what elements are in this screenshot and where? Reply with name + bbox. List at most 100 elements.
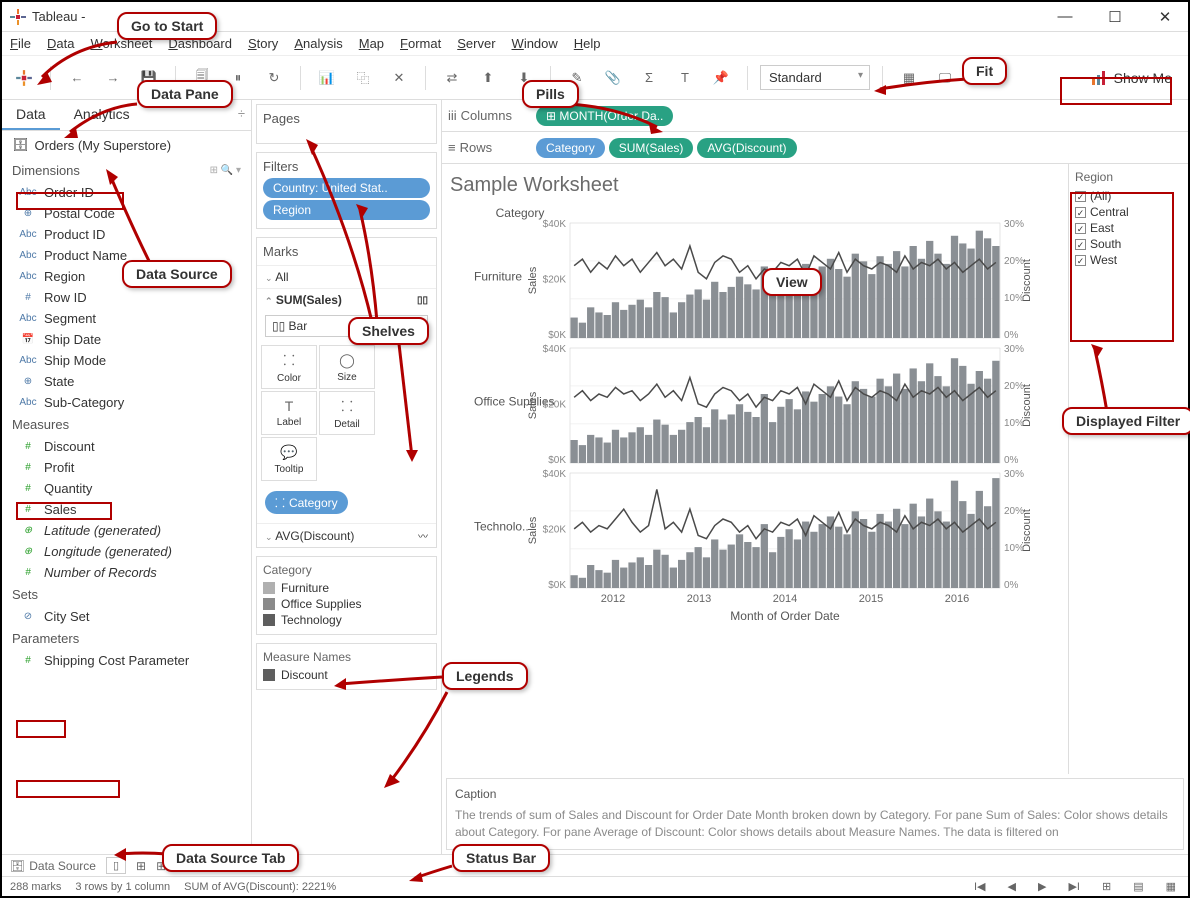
- menu-window[interactable]: Window: [512, 36, 558, 51]
- refresh-icon[interactable]: ↻: [260, 64, 288, 92]
- close-button[interactable]: ✕: [1150, 8, 1180, 26]
- legend-item[interactable]: Discount: [263, 667, 430, 683]
- field-sub-category[interactable]: AbcSub-Category: [2, 392, 251, 413]
- svg-text:$40K: $40K: [543, 469, 567, 480]
- marks-all[interactable]: ⌄ All: [257, 265, 436, 288]
- field-state[interactable]: ⊕State: [2, 371, 251, 392]
- marks-category-pill[interactable]: ⸬Category: [265, 491, 348, 514]
- new-sheet-icon[interactable]: ⊞: [136, 859, 146, 873]
- field-discount[interactable]: #Discount: [2, 436, 251, 457]
- mark-size-button[interactable]: ◯Size: [319, 345, 375, 389]
- nav-next-icon[interactable]: ▶: [1034, 880, 1050, 893]
- menu-help[interactable]: Help: [574, 36, 601, 51]
- field-segment[interactable]: AbcSegment: [2, 308, 251, 329]
- data-pane-menu-icon[interactable]: ÷: [232, 100, 251, 130]
- totals-icon[interactable]: Σ: [635, 64, 663, 92]
- field-quantity[interactable]: #Quantity: [2, 478, 251, 499]
- filter-checkbox[interactable]: ✓East: [1075, 220, 1182, 236]
- marks-avg-discount[interactable]: ⌄ AVG(Discount)〰: [257, 523, 436, 547]
- tab-analytics[interactable]: Analytics: [60, 100, 144, 130]
- legend-item[interactable]: Furniture: [263, 580, 430, 596]
- field-sales[interactable]: #Sales: [2, 499, 251, 520]
- view-cards-icon[interactable]: ▦: [895, 64, 923, 92]
- callout-data-pane: Data Pane: [137, 80, 233, 108]
- field-product-id[interactable]: AbcProduct ID: [2, 224, 251, 245]
- tile-icon[interactable]: ⊞: [1098, 880, 1115, 893]
- legend-item[interactable]: Technology: [263, 612, 430, 628]
- pages-shelf[interactable]: Pages: [256, 104, 437, 144]
- sort-asc-icon[interactable]: ⬆: [474, 64, 502, 92]
- marks-sum-sales[interactable]: ⌃ SUM(Sales)▯▯: [257, 288, 436, 311]
- filter-checkbox[interactable]: ✓West: [1075, 252, 1182, 268]
- start-icon[interactable]: [10, 64, 38, 92]
- forward-icon[interactable]: →: [99, 64, 127, 92]
- svg-text:0%: 0%: [1004, 580, 1019, 591]
- field-profit[interactable]: #Profit: [2, 457, 251, 478]
- filters-label: Filters: [263, 159, 430, 174]
- filter-checkbox[interactable]: ✓(All): [1075, 188, 1182, 204]
- field-ship-date[interactable]: 📅Ship Date: [2, 329, 251, 350]
- menu-story[interactable]: Story: [248, 36, 278, 51]
- pin-icon[interactable]: 📌: [707, 64, 735, 92]
- viz[interactable]: Sample Worksheet CategoryFurnitureSalesD…: [442, 164, 1068, 774]
- filters-shelf[interactable]: Filters Country: United Stat..Region: [256, 152, 437, 229]
- menu-server[interactable]: Server: [457, 36, 495, 51]
- field-postal-code[interactable]: ⊕Postal Code: [2, 203, 251, 224]
- sheet-tab[interactable]: ▯: [106, 857, 126, 874]
- group-icon[interactable]: 📎: [599, 64, 627, 92]
- field-row-id[interactable]: #Row ID: [2, 287, 251, 308]
- svg-text:10%: 10%: [1004, 293, 1024, 304]
- presentation-icon[interactable]: 🖵: [931, 64, 959, 92]
- swap-icon[interactable]: ⇄: [438, 64, 466, 92]
- menu-format[interactable]: Format: [400, 36, 441, 51]
- menu-analysis[interactable]: Analysis: [294, 36, 342, 51]
- back-icon[interactable]: ←: [63, 64, 91, 92]
- filter-pill[interactable]: Region: [263, 200, 430, 220]
- field-longitude-generated-[interactable]: ⊕Longitude (generated): [2, 541, 251, 562]
- clear-icon[interactable]: ✕: [385, 64, 413, 92]
- callout-data-source-tab: Data Source Tab: [162, 844, 299, 872]
- legend-measure-label: Measure Names: [263, 650, 430, 664]
- minimize-button[interactable]: —: [1050, 8, 1080, 26]
- mark-label-button[interactable]: TLabel: [261, 391, 317, 435]
- nav-first-icon[interactable]: I◀: [970, 880, 990, 893]
- cards-icon[interactable]: ▤: [1129, 880, 1147, 893]
- field-city-set[interactable]: ⊘City Set: [2, 606, 251, 627]
- menu-file[interactable]: File: [10, 36, 31, 51]
- field-shipping-cost-parameter[interactable]: #Shipping Cost Parameter: [2, 650, 251, 671]
- nav-last-icon[interactable]: ▶I: [1064, 880, 1084, 893]
- filter-checkbox[interactable]: ✓Central: [1075, 204, 1182, 220]
- menu-map[interactable]: Map: [359, 36, 384, 51]
- mark-detail-button[interactable]: ⸬Detail: [319, 391, 375, 435]
- data-source-tab[interactable]: 🗄 Data Source: [10, 859, 96, 873]
- new-worksheet-icon[interactable]: 📊: [313, 64, 341, 92]
- row-pill[interactable]: SUM(Sales): [609, 138, 694, 158]
- nav-prev-icon[interactable]: ◀: [1004, 880, 1020, 893]
- field-ship-mode[interactable]: AbcShip Mode: [2, 350, 251, 371]
- row-pill[interactable]: AVG(Discount): [697, 138, 796, 158]
- filmstrip-icon[interactable]: ▦: [1162, 880, 1180, 893]
- tab-data[interactable]: Data: [2, 100, 60, 130]
- field-order-id[interactable]: AbcOrder ID: [2, 182, 251, 203]
- bar-mini-icon: ▯▯: [417, 295, 428, 306]
- field-number-of-records[interactable]: #Number of Records: [2, 562, 251, 583]
- column-pill[interactable]: ⊞ MONTH(Order Da..: [536, 106, 673, 126]
- legend-item[interactable]: Office Supplies: [263, 596, 430, 612]
- menu-data[interactable]: Data: [47, 36, 74, 51]
- show-me-button[interactable]: Show Me: [1084, 66, 1180, 90]
- filter-checkbox[interactable]: ✓South: [1075, 236, 1182, 252]
- row-pill[interactable]: Category: [536, 138, 605, 158]
- field-latitude-generated-[interactable]: ⊕Latitude (generated): [2, 520, 251, 541]
- parameters-label: Parameters: [12, 631, 79, 646]
- label-icon[interactable]: T: [671, 64, 699, 92]
- filter-pill[interactable]: Country: United Stat..: [263, 178, 430, 198]
- fit-dropdown[interactable]: Standard: [760, 65, 870, 90]
- duplicate-icon[interactable]: ⿻: [349, 64, 377, 92]
- rows-shelf[interactable]: ≡Rows CategorySUM(Sales)AVG(Discount): [442, 132, 1188, 164]
- svg-text:10%: 10%: [1004, 418, 1024, 429]
- datasource-row[interactable]: 🗄 Orders (My Superstore): [2, 131, 251, 159]
- maximize-button[interactable]: ☐: [1100, 8, 1130, 26]
- dimensions-tools[interactable]: ⊞ 🔍 ▾: [210, 165, 241, 176]
- mark-tooltip-button[interactable]: 💬Tooltip: [261, 437, 317, 481]
- mark-color-button[interactable]: ⸬Color: [261, 345, 317, 389]
